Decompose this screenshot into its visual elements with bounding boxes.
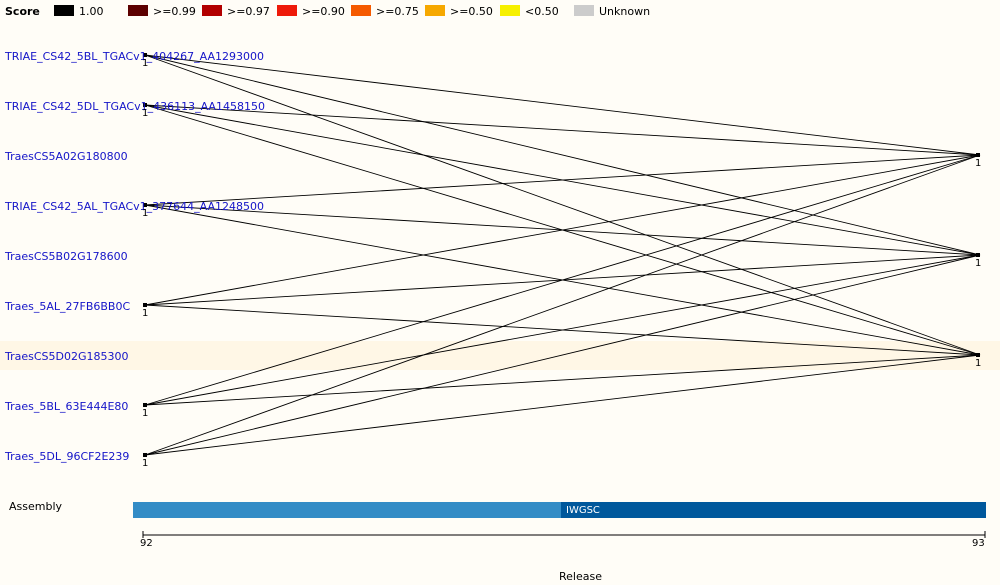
gene-node-8 (143, 403, 147, 407)
homology-link-4 (144, 104, 981, 156)
legend-label-4: >=0.90 (302, 5, 345, 18)
legend-swatch-1 (54, 5, 74, 16)
score-legend: Score 1.00 >=0.99 >=0.97 >=0.90 >=0.75 >… (0, 0, 1000, 22)
legend-swatch-4 (277, 5, 297, 16)
release-tick-93: 93 (972, 538, 985, 549)
homology-link-10 (144, 154, 981, 306)
gene-link-6[interactable]: Traes_5AL_27FB6BB0C (5, 300, 131, 313)
homology-link-15 (144, 354, 981, 406)
assembly-segment-2-label: IWGSC (566, 505, 600, 516)
legend-swatch-5 (351, 5, 371, 16)
legend-swatch-8 (574, 5, 594, 16)
homology-link-1 (144, 54, 981, 156)
legend-label-8: Unknown (599, 5, 651, 18)
gene-node-6 (143, 303, 147, 307)
gene-score-8: 1 (142, 408, 149, 419)
legend-swatch-7 (500, 5, 520, 16)
homology-link-13 (144, 154, 981, 406)
gene-node-1 (143, 53, 147, 57)
gene-score-6: 1 (142, 308, 149, 319)
gene-score-9: 1 (142, 458, 149, 469)
gene-score-4: 1 (142, 208, 149, 219)
legend-label-1: 1.00 (79, 5, 104, 18)
target-score-1: 1 (975, 158, 982, 169)
gene-link-1[interactable]: TRIAE_CS42_5BL_TGACv1_404267_AA1293000 (5, 50, 265, 63)
legend-label-5: >=0.75 (376, 5, 419, 18)
legend-label-2: >=0.99 (153, 5, 196, 18)
legend-title: Score (5, 5, 40, 18)
gene-score-1: 1 (142, 58, 149, 69)
legend-label-7: <0.50 (525, 5, 559, 18)
gene-node-4 (143, 203, 147, 207)
target-node-1 (976, 153, 980, 157)
target-node-3 (976, 353, 980, 357)
target-score-3: 1 (975, 358, 982, 369)
gene-link-4[interactable]: TRIAE_CS42_5AL_TGACv1_377644_AA1248500 (5, 200, 264, 213)
gene-link-9[interactable]: Traes_5DL_96CF2E239 (5, 450, 130, 463)
homology-link-17 (144, 254, 981, 456)
gene-link-7[interactable]: TraesCS5D02G185300 (5, 350, 129, 363)
legend-label-3: >=0.97 (227, 5, 270, 18)
target-score-2: 1 (975, 258, 982, 269)
gene-link-2[interactable]: TRIAE_CS42_5DL_TGACv1_436113_AA1458150 (5, 100, 265, 113)
legend-swatch-6 (425, 5, 445, 16)
homology-link-16 (144, 154, 981, 456)
gene-node-2 (143, 103, 147, 107)
gene-node-9 (143, 453, 147, 457)
assembly-segment-1[interactable] (133, 502, 561, 518)
gene-score-2: 1 (142, 108, 149, 119)
assembly-segment-2[interactable]: IWGSC (561, 502, 986, 518)
homology-link-14 (144, 254, 981, 406)
gene-link-5[interactable]: TraesCS5B02G178600 (5, 250, 128, 263)
release-tick-92: 92 (140, 538, 153, 549)
legend-label-6: >=0.50 (450, 5, 493, 18)
homology-link-18 (144, 354, 981, 456)
homology-link-3 (144, 54, 981, 356)
legend-swatch-3 (202, 5, 222, 16)
homology-link-2 (144, 54, 981, 256)
target-node-2 (976, 253, 980, 257)
release-axis-title: Release (559, 570, 602, 583)
gene-link-8[interactable]: Traes_5BL_63E444E80 (5, 400, 129, 413)
assembly-label: Assembly (9, 500, 63, 513)
homology-link-7 (144, 154, 981, 206)
gene-link-3[interactable]: TraesCS5A02G180800 (5, 150, 128, 163)
legend-swatch-2 (128, 5, 148, 16)
